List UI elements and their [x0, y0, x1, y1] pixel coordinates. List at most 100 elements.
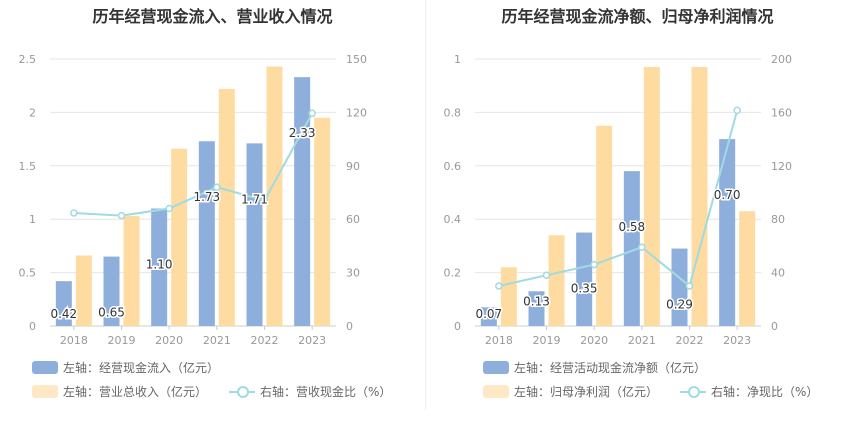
- right-chart-x-tick-label: 2018: [485, 334, 513, 347]
- left-chart-right-tick-label: 30: [346, 267, 360, 280]
- left-chart-bar-value-label: 0.65: [98, 306, 125, 320]
- right-chart-left-tick-label: 0.8: [444, 106, 462, 119]
- left-legend-line[interactable]: 右轴：营收现金比（%）: [229, 383, 391, 400]
- left-chart-left-tick-label: 2.5: [19, 53, 37, 66]
- right-chart-panel: 历年经营现金流净额、归母净利润情况 0 0.2 0.4 0.6 0.8 1 0 40 80 120…: [425, 0, 850, 437]
- right-chart-right-tick-label: 160: [771, 106, 792, 119]
- right-chart-bar-primary: [576, 232, 593, 326]
- left-legend-primary-label: 左轴：经营现金流入（亿元）: [63, 361, 220, 375]
- left-chart-ratio-point: [213, 183, 221, 191]
- right-chart-x-tick-label: 2021: [628, 334, 656, 347]
- right-chart-bar-secondary: [596, 125, 613, 326]
- right-chart-right-tick-label: 40: [771, 267, 785, 280]
- left-chart-left-tick-label: 1.5: [19, 160, 37, 173]
- right-chart-ratio-line: [498, 110, 739, 288]
- right-chart-bar-secondary: [739, 211, 756, 326]
- right-chart-left-tick-label: 0.4: [444, 213, 462, 226]
- left-chart-right-tick-label: 150: [346, 53, 367, 66]
- right-chart-bar-primary: [528, 291, 545, 326]
- right-chart-left-tick-label: 0: [454, 320, 461, 333]
- left-chart-ratio-point: [260, 196, 269, 205]
- right-chart-bar-primary: [623, 171, 640, 326]
- right-chart-bar-value-label: 0.07: [475, 307, 502, 321]
- left-legend-secondary-label: 左轴：营业总收入（亿元）: [63, 385, 208, 399]
- right-chart-right-tick-label: 200: [771, 53, 792, 66]
- left-chart-x-tick-label: 2018: [60, 334, 88, 347]
- left-chart-bar-primary: [198, 141, 215, 326]
- left-chart-bar-secondary: [314, 117, 331, 327]
- left-chart-left-tick-label: 0.5: [19, 267, 37, 280]
- left-chart-ratio-point: [117, 211, 126, 220]
- left-chart-bar-secondary: [171, 148, 188, 326]
- left-chart-bar-value-label: 1.73: [193, 190, 220, 204]
- right-chart-bar-value-label: 0.35: [571, 282, 598, 296]
- left-legend-row-1: 左轴：经营现金流入（亿元）: [32, 359, 241, 376]
- left-chart-x-tick-label: 2019: [108, 334, 136, 347]
- left-chart-ratio-point: [165, 204, 173, 213]
- left-chart-bar-primary: [103, 256, 120, 326]
- right-chart-bar-secondary: [500, 267, 517, 326]
- left-chart-bar-secondary: [266, 66, 283, 326]
- right-chart-ratio-point: [638, 243, 646, 251]
- right-legend-secondary-label: 左轴：归母净利润（亿元）: [514, 385, 659, 399]
- left-legend-secondary[interactable]: 左轴：营业总收入（亿元）: [32, 383, 207, 400]
- left-chart-ratio-point: [70, 209, 78, 217]
- right-legend-primary-swatch: [483, 361, 509, 374]
- left-chart-bar-value-label: 1.71: [241, 192, 268, 206]
- right-chart-ratio-point: [590, 260, 598, 269]
- left-legend-primary-swatch: [32, 361, 58, 374]
- right-chart-bar-primary: [719, 139, 736, 326]
- left-chart-plot: 0 0.5 1 1.5 2 2.5 0 30 60 90 120 150 2018 2019 2020 202…: [19, 53, 368, 347]
- left-chart-left-tick-label: 2: [29, 106, 36, 119]
- left-chart-right-tick-label: 120: [346, 106, 367, 119]
- right-legend-line-swatch: [680, 385, 707, 398]
- left-chart-bar-secondary: [123, 215, 140, 326]
- right-chart-x-tick-label: 2020: [580, 334, 608, 347]
- left-chart-right-tick-label: 90: [346, 160, 360, 173]
- left-chart-title: 历年经营现金流入、营业收入情况: [92, 7, 333, 26]
- right-chart-right-tick-label: 0: [771, 320, 778, 333]
- right-chart-bar-value-label: 0.13: [523, 294, 550, 308]
- right-legend-primary[interactable]: 左轴：经营活动现金流净额（亿元）: [483, 359, 706, 376]
- right-chart-bar-secondary: [548, 235, 565, 326]
- left-legend-primary[interactable]: 左轴：经营现金流入（亿元）: [32, 359, 219, 376]
- right-chart-title: 历年经营现金流净额、归母净利润情况: [501, 7, 774, 26]
- left-legend-row-2: 左轴：营业总收入（亿元） 右轴：营收现金比（%）: [32, 383, 413, 400]
- left-chart-x-tick-label: 2022: [251, 334, 279, 347]
- left-chart-bar-primary: [246, 143, 263, 326]
- left-chart-ratio-point: [308, 109, 316, 118]
- right-chart-ratio-point: [685, 282, 694, 290]
- right-chart-bar-value-label: 0.58: [618, 220, 645, 234]
- right-legend-row-2: 左轴：归母净利润（亿元） 右轴：净现比（%）: [483, 383, 840, 400]
- right-chart-bar-primary: [480, 307, 497, 326]
- right-chart-bar-secondary: [691, 67, 708, 326]
- right-chart-bar-secondary: [643, 67, 660, 326]
- left-chart-right-tick-label: 0: [346, 320, 353, 333]
- right-chart-left-tick-label: 0.2: [444, 267, 462, 280]
- right-chart-x-tick-label: 2019: [533, 334, 561, 347]
- left-chart-bar-primary: [55, 281, 72, 326]
- right-chart-right-tick-label: 120: [771, 160, 792, 173]
- right-legend-primary-label: 左轴：经营活动现金流净额（亿元）: [514, 361, 707, 375]
- right-legend-line[interactable]: 右轴：净现比（%）: [680, 383, 818, 400]
- left-chart-x-tick-label: 2020: [155, 334, 183, 347]
- left-chart-bar-secondary: [75, 255, 92, 326]
- right-legend-secondary-swatch: [483, 385, 509, 398]
- left-chart-bar-value-label: 0.42: [50, 307, 77, 321]
- right-chart-left-tick-label: 1: [454, 53, 461, 66]
- left-chart-bar-value-label: 1.10: [146, 258, 173, 272]
- left-legend-line-label: 右轴：营收现金比（%）: [260, 385, 392, 399]
- left-chart-bar-value-label: 2.33: [289, 126, 316, 140]
- left-chart-bar-primary: [294, 77, 311, 326]
- left-chart-right-tick-label: 60: [346, 213, 360, 226]
- right-legend-secondary[interactable]: 左轴：归母净利润（亿元）: [483, 383, 658, 400]
- right-chart-bar-primary: [671, 248, 688, 326]
- right-chart-ratio-point: [542, 271, 551, 280]
- left-chart-bar-secondary: [218, 88, 235, 327]
- left-chart-panel: 历年经营现金流入、营业收入情况 0 0.5 1 1.5 2 2.5 0 30 60 90 120 15…: [19, 7, 413, 400]
- right-chart-plot: 0 0.2 0.4 0.6 0.8 1 0 40 80 120 160 200 2018 2019 2020…: [444, 53, 793, 347]
- left-chart-ratio-line: [73, 112, 314, 217]
- right-chart-left-tick-label: 0.6: [444, 160, 462, 173]
- right-chart-bar-value-label: 0.29: [666, 298, 693, 312]
- left-chart-left-tick-label: 0: [29, 320, 36, 333]
